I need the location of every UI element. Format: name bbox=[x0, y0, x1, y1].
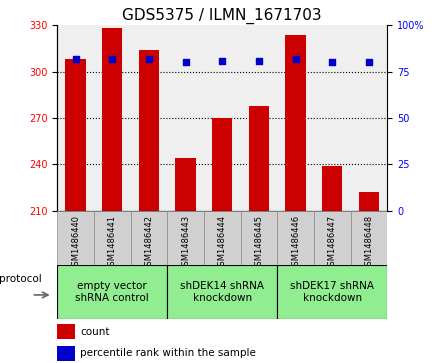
Text: GSM1486448: GSM1486448 bbox=[364, 215, 374, 271]
Bar bbox=[277, 25, 314, 211]
Bar bbox=[57, 25, 94, 211]
Bar bbox=[277, 211, 314, 265]
Text: GSM1486446: GSM1486446 bbox=[291, 215, 300, 271]
Bar bbox=[139, 50, 159, 211]
Bar bbox=[167, 25, 204, 211]
Point bbox=[72, 56, 79, 62]
Text: GSM1486445: GSM1486445 bbox=[254, 215, 264, 271]
Bar bbox=[167, 211, 204, 265]
Point bbox=[145, 56, 152, 62]
Bar bbox=[314, 25, 351, 211]
Point bbox=[292, 56, 299, 62]
Bar bbox=[57, 211, 94, 265]
Bar bbox=[204, 211, 241, 265]
Bar bbox=[241, 211, 277, 265]
Bar bbox=[167, 265, 277, 319]
Point bbox=[182, 60, 189, 65]
Bar bbox=[286, 35, 306, 211]
Text: protocol: protocol bbox=[0, 274, 41, 284]
Text: percentile rank within the sample: percentile rank within the sample bbox=[81, 348, 256, 358]
Bar bbox=[57, 346, 75, 361]
Bar bbox=[359, 192, 379, 211]
Bar bbox=[66, 60, 86, 211]
Text: GSM1486441: GSM1486441 bbox=[108, 215, 117, 271]
Bar bbox=[131, 25, 167, 211]
Bar bbox=[241, 25, 277, 211]
Bar bbox=[102, 29, 122, 211]
Bar bbox=[322, 166, 342, 211]
Text: GSM1486440: GSM1486440 bbox=[71, 215, 80, 271]
Bar bbox=[94, 211, 131, 265]
Bar bbox=[57, 265, 167, 319]
Text: count: count bbox=[81, 327, 110, 337]
Bar bbox=[351, 25, 387, 211]
Bar bbox=[131, 211, 167, 265]
Bar bbox=[351, 211, 387, 265]
Text: GSM1486442: GSM1486442 bbox=[144, 215, 154, 271]
Point bbox=[255, 58, 262, 64]
Title: GDS5375 / ILMN_1671703: GDS5375 / ILMN_1671703 bbox=[122, 8, 322, 24]
Bar bbox=[314, 211, 351, 265]
Text: shDEK17 shRNA
knockdown: shDEK17 shRNA knockdown bbox=[290, 281, 374, 303]
Text: shDEK14 shRNA
knockdown: shDEK14 shRNA knockdown bbox=[180, 281, 264, 303]
Bar bbox=[277, 265, 387, 319]
Point bbox=[365, 60, 372, 65]
Bar bbox=[94, 25, 131, 211]
Bar bbox=[249, 106, 269, 211]
Text: GSM1486443: GSM1486443 bbox=[181, 215, 190, 271]
Bar bbox=[57, 324, 75, 339]
Text: GSM1486447: GSM1486447 bbox=[328, 215, 337, 271]
Point bbox=[219, 58, 226, 64]
Bar bbox=[212, 118, 232, 211]
Text: GSM1486444: GSM1486444 bbox=[218, 215, 227, 271]
Point bbox=[329, 60, 336, 65]
Bar bbox=[204, 25, 241, 211]
Text: empty vector
shRNA control: empty vector shRNA control bbox=[75, 281, 149, 303]
Point bbox=[109, 56, 116, 62]
Bar bbox=[176, 158, 196, 211]
